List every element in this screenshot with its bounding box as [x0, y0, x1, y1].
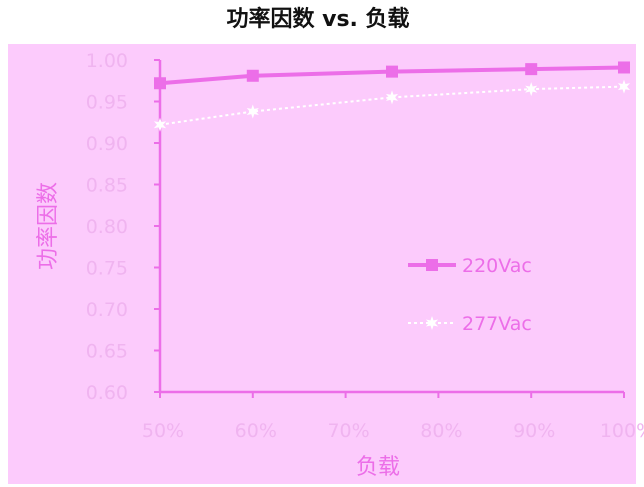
y-axis-ticks: 0.60 0.65 0.70 0.75 0.80 0.85 0.90 0.95 1.00: [86, 50, 160, 404]
y-tick-label: 0.70: [86, 299, 128, 321]
y-tick-label: 0.85: [86, 175, 128, 197]
x-tick-label: 70%: [327, 420, 369, 442]
series-line-277vac: [159, 85, 625, 126]
y-tick-label: 0.65: [86, 341, 128, 363]
chart-background: [8, 44, 636, 484]
x-tick-label: 50%: [142, 420, 184, 442]
x-tick-label: 60%: [235, 420, 277, 442]
series-layer: [153, 61, 631, 132]
y-axis-title: 功率因数: [36, 182, 61, 270]
x-tick-label: 80%: [420, 420, 462, 442]
legend-marker: [425, 316, 439, 330]
data-point-220vac: [154, 77, 166, 90]
legend-label: 220Vac: [462, 255, 532, 277]
x-tick-label: 100%: [600, 420, 644, 442]
y-tick-label: 0.75: [86, 258, 128, 280]
x-axis-title: 负载: [356, 455, 400, 480]
data-point-220vac: [525, 63, 538, 76]
data-point-220vac: [246, 69, 259, 82]
chart-title: 功率因数 vs. 负载: [226, 6, 409, 32]
data-point-220vac: [618, 61, 630, 74]
legend: 220Vac 277Vac: [408, 255, 532, 335]
y-tick-label: 0.90: [86, 133, 128, 155]
data-point-277vac: [385, 90, 399, 105]
data-point-277vac: [617, 79, 631, 94]
y-tick-label: 1.00: [86, 50, 128, 72]
data-point-277vac: [246, 104, 259, 119]
data-point-277vac: [525, 82, 538, 97]
y-tick-label: 0.60: [86, 382, 128, 404]
x-axis-ticks: 50% 60% 70% 80% 90% 100%: [142, 392, 644, 442]
legend-label: 277Vac: [462, 313, 532, 335]
x-tick-label: 90%: [513, 420, 555, 442]
data-point-277vac: [153, 117, 167, 132]
legend-marker: [426, 259, 438, 271]
y-tick-label: 0.80: [86, 216, 128, 238]
y-tick-label: 0.95: [86, 92, 128, 114]
data-point-220vac: [386, 65, 398, 78]
